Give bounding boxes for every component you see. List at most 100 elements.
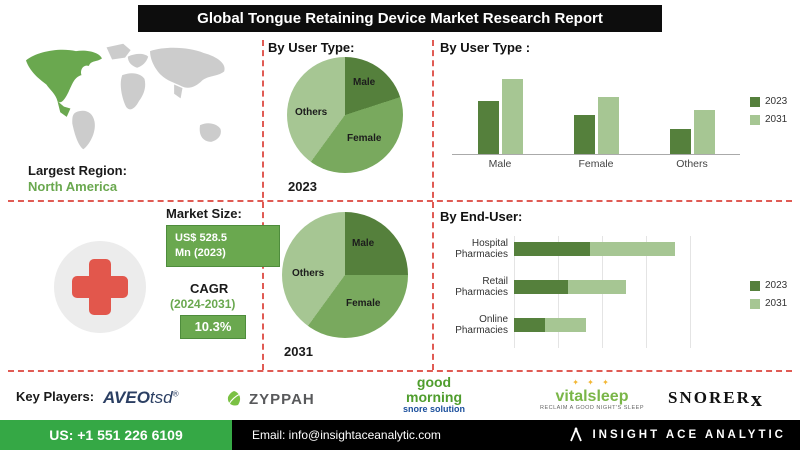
divider-vertical-right xyxy=(432,40,434,370)
hbar-label: Online Pharmacies xyxy=(455,313,508,337)
continent-greenland xyxy=(106,43,131,60)
hbar-track xyxy=(514,242,675,256)
logo-good-morning-snore-solution: good morning snore solution xyxy=(372,375,496,415)
logo-aveotsd: AVEOtsd® xyxy=(103,388,179,408)
gms-word-good: good xyxy=(416,374,452,390)
pie-chart-2023: Male Female Others xyxy=(287,57,403,173)
pie-chart-2031: Male Female Others xyxy=(282,212,408,338)
legend-item-2031: 2031 xyxy=(750,298,787,309)
bar-2023-male xyxy=(477,100,499,154)
largest-region-label: Largest Region: xyxy=(28,163,127,178)
legend-item-2023: 2023 xyxy=(750,96,787,107)
axis-label-female: Female xyxy=(578,158,614,170)
legend-item-2023: 2023 xyxy=(750,280,787,291)
pie-2023-label-others: Others xyxy=(295,107,328,118)
bar-2023-others xyxy=(669,129,691,154)
divider-horizontal-bottom xyxy=(8,370,792,372)
pie-2023-year-label: 2023 xyxy=(288,179,317,194)
report-title: Global Tongue Retaining Device Market Re… xyxy=(197,10,603,27)
medical-cross-icon xyxy=(72,276,128,298)
end-user-bar-chart: Hospital Pharmacies Retail Pharmacies Onli… xyxy=(442,236,744,350)
gms-tagline: snore solution xyxy=(402,404,465,415)
legend-swatch xyxy=(750,298,760,309)
central-america xyxy=(57,101,71,117)
phone-contact: US: +1 551 226 6109 xyxy=(0,420,232,450)
hbar-label: Retail Pharmacies xyxy=(455,275,508,299)
continent-europe xyxy=(127,53,149,68)
continent-asia xyxy=(150,47,225,88)
hbar-2031 xyxy=(590,242,675,256)
zyppah-wordmark: ZYPPAH xyxy=(249,390,315,408)
end-user-heading: By End-User: xyxy=(440,209,523,224)
user-type-legend: 2023 2031 xyxy=(750,96,787,125)
continent-south-america xyxy=(72,110,95,150)
pie-2031-label-others: Others xyxy=(292,268,325,279)
hbar-row-retail-pharmacies: Retail Pharmacies xyxy=(442,274,744,300)
largest-region: Largest Region: North America xyxy=(28,163,127,196)
legend-swatch xyxy=(750,96,760,107)
bar-x-axis-labels: Male Female Others xyxy=(452,158,740,170)
world-map-svg xyxy=(25,43,225,150)
vitalsleep-wordmark: vitalsleep xyxy=(555,387,629,405)
aveotsd-suffix: tsd xyxy=(149,388,173,407)
zyppah-leaf-icon xyxy=(227,391,241,406)
logo-zyppah: ZYPPAH xyxy=(224,389,315,409)
logo-vitalsleep: ✦ ✦ ✦ vitalsleep RECLAIM A GOOD NIGHT'S … xyxy=(532,378,652,412)
pie-2023-label-male: Male xyxy=(353,77,376,88)
region-india xyxy=(174,84,183,99)
market-size-heading: Market Size: xyxy=(166,206,242,221)
hbar-label: Hospital Pharmacies xyxy=(455,237,508,261)
continent-africa xyxy=(120,73,146,110)
hbar-2023 xyxy=(514,242,590,256)
user-type-bar-chart xyxy=(452,62,740,155)
cagr-period: (2024-2031) xyxy=(170,297,236,311)
bar-2031-others xyxy=(693,109,715,154)
pie-section-heading: By User Type: xyxy=(268,40,355,55)
continent-north-america xyxy=(25,49,102,103)
pie-2031-year-label: 2031 xyxy=(284,344,313,359)
hbar-row-hospital-pharmacies: Hospital Pharmacies xyxy=(442,236,744,262)
divider-horizontal-top xyxy=(8,200,792,202)
legend-label: 2031 xyxy=(765,298,788,309)
aveotsd-wordmark: AVEO xyxy=(103,388,150,407)
legend-label: 2023 xyxy=(765,280,788,291)
registered-mark: ® xyxy=(172,389,179,399)
pie-2023-label-female: Female xyxy=(347,133,382,144)
key-players-label: Key Players: xyxy=(16,389,95,404)
snorerx-x: x xyxy=(750,386,762,411)
bar-group-female xyxy=(548,62,644,154)
legend-swatch xyxy=(750,114,760,125)
legend-swatch xyxy=(750,280,760,291)
brand-block: INSIGHT ACE ANALYTIC xyxy=(568,427,786,443)
legend-item-2031: 2031 xyxy=(750,114,787,125)
market-size-value-line2: Mn (2023) xyxy=(175,246,226,259)
logo-snorerx: SNORERx xyxy=(668,386,762,412)
hbar-2031 xyxy=(568,280,626,294)
bar-group-others xyxy=(644,62,740,154)
bar-2023-female xyxy=(573,115,595,154)
vitalsleep-tagline: RECLAIM A GOOD NIGHT'S SLEEP xyxy=(540,405,644,412)
vitalsleep-stars-icon: ✦ ✦ ✦ xyxy=(572,378,612,387)
footer-bar: Email: info@insightaceanalytic.com INSIG… xyxy=(232,420,800,450)
divider-vertical-left xyxy=(262,40,264,370)
bar-2031-male xyxy=(501,78,523,154)
end-user-legend: 2023 2031 xyxy=(750,280,787,309)
cagr-label: CAGR xyxy=(190,281,229,296)
legend-label: 2031 xyxy=(765,114,788,125)
bar-section-heading: By User Type : xyxy=(440,40,531,55)
world-map xyxy=(8,40,256,165)
legend-label: 2023 xyxy=(765,96,788,107)
axis-label-others: Others xyxy=(676,158,708,170)
hbar-track xyxy=(514,280,626,294)
pie-2031-label-female: Female xyxy=(346,298,381,309)
bar-2031-female xyxy=(597,96,619,154)
bar-group-male xyxy=(452,62,548,154)
gms-word-morning: morning xyxy=(406,388,462,405)
hbar-row-online-pharmacies: Online Pharmacies xyxy=(442,312,744,338)
market-size-value-box: US$ 528.5 Mn (2023) xyxy=(166,225,280,267)
axis-label-male: Male xyxy=(488,158,512,170)
insight-ace-logo-icon xyxy=(570,427,583,442)
hbar-2031 xyxy=(545,318,586,332)
report-title-banner: Global Tongue Retaining Device Market Re… xyxy=(138,5,662,32)
